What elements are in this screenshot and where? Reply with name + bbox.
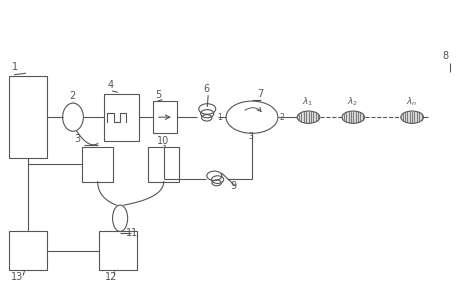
Text: 12: 12 bbox=[105, 272, 117, 282]
Bar bbox=[9, 76, 47, 158]
Text: 10: 10 bbox=[157, 136, 170, 146]
Text: 6: 6 bbox=[203, 84, 210, 94]
Ellipse shape bbox=[342, 111, 365, 123]
Bar bbox=[82, 146, 113, 182]
Text: $\lambda_n$: $\lambda_n$ bbox=[406, 96, 417, 108]
Text: 1: 1 bbox=[12, 62, 18, 72]
Bar bbox=[9, 231, 47, 270]
Text: 2: 2 bbox=[70, 91, 76, 101]
Ellipse shape bbox=[297, 111, 320, 123]
Text: 1: 1 bbox=[218, 113, 222, 122]
Text: 13: 13 bbox=[11, 272, 24, 282]
Bar bbox=[99, 231, 137, 270]
Bar bbox=[148, 146, 179, 182]
Bar bbox=[153, 101, 177, 133]
Text: 2: 2 bbox=[280, 113, 284, 122]
Text: 7: 7 bbox=[257, 89, 263, 99]
Text: 3: 3 bbox=[249, 132, 253, 141]
Text: $\lambda_1$: $\lambda_1$ bbox=[302, 96, 314, 108]
Text: 4: 4 bbox=[107, 80, 114, 90]
Text: 5: 5 bbox=[155, 90, 162, 100]
Bar bbox=[104, 94, 139, 141]
Text: 8: 8 bbox=[443, 51, 449, 61]
Ellipse shape bbox=[401, 111, 423, 123]
Text: 3: 3 bbox=[74, 134, 81, 144]
Text: $\lambda_2$: $\lambda_2$ bbox=[347, 96, 358, 108]
Text: 11: 11 bbox=[126, 228, 138, 238]
Text: 9: 9 bbox=[231, 181, 237, 191]
